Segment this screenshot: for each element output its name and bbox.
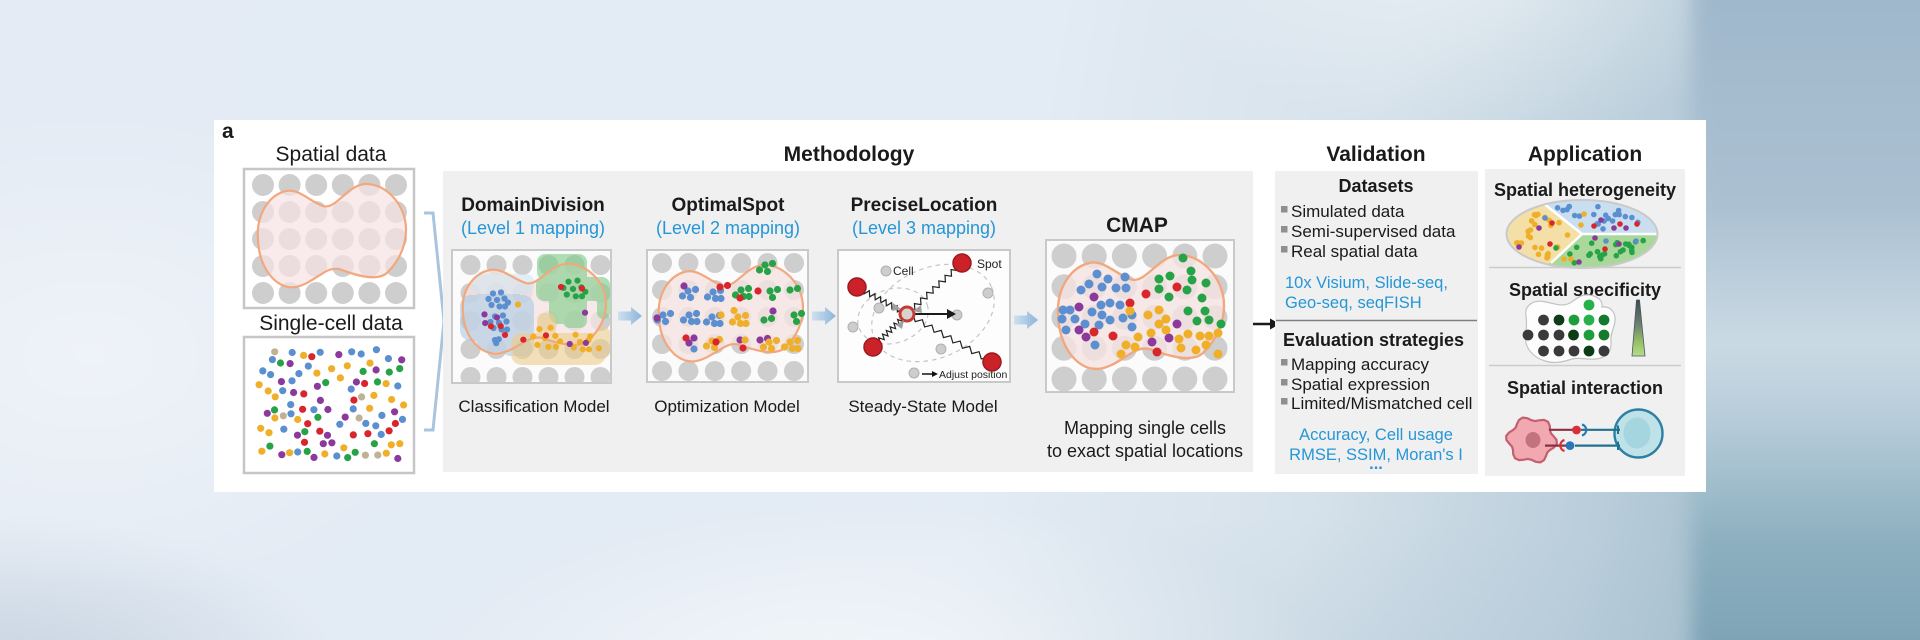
svg-text:Single-cell data: Single-cell data (259, 312, 403, 335)
svg-text:OptimalSpot: OptimalSpot (672, 195, 786, 216)
svg-text:Methodology: Methodology (784, 143, 915, 166)
svg-text:Spatial heterogeneity: Spatial heterogeneity (1494, 180, 1676, 200)
svg-text:CMAP: CMAP (1106, 214, 1168, 237)
svg-text:Adjust position: Adjust position (939, 369, 1007, 381)
svg-text:Limited/Mismatched cell: Limited/Mismatched cell (1291, 394, 1472, 413)
svg-text:Accuracy, Cell usage: Accuracy, Cell usage (1299, 426, 1453, 444)
svg-text:(Level 3 mapping): (Level 3 mapping) (852, 218, 996, 238)
svg-text:a: a (222, 120, 234, 143)
svg-text:Real spatial data: Real spatial data (1291, 242, 1418, 261)
svg-text:...: ... (1369, 455, 1383, 473)
svg-text:10x Visium, Slide-seq,: 10x Visium, Slide-seq, (1285, 274, 1448, 292)
svg-text:DomainDivision: DomainDivision (461, 195, 605, 216)
svg-text:Simulated data: Simulated data (1291, 202, 1405, 221)
svg-text:Cell: Cell (893, 264, 914, 278)
svg-text:Spatial expression: Spatial expression (1291, 375, 1430, 394)
svg-text:(Level 1 mapping): (Level 1 mapping) (461, 218, 605, 238)
svg-text:Classification Model: Classification Model (458, 397, 609, 416)
svg-text:Mapping accuracy: Mapping accuracy (1291, 355, 1429, 374)
svg-text:Validation: Validation (1326, 143, 1425, 166)
svg-text:Optimization Model: Optimization Model (654, 397, 800, 416)
svg-text:RMSE, SSIM, Moran's I: RMSE, SSIM, Moran's I (1289, 446, 1463, 464)
svg-text:PreciseLocation: PreciseLocation (851, 195, 998, 216)
svg-text:Geo-seq, seqFISH: Geo-seq, seqFISH (1285, 294, 1422, 312)
svg-text:Spatial data: Spatial data (276, 143, 387, 166)
svg-text:Semi-supervised data: Semi-supervised data (1291, 222, 1456, 241)
svg-text:Datasets: Datasets (1338, 176, 1413, 196)
svg-text:(Level 2 mapping): (Level 2 mapping) (656, 218, 800, 238)
svg-text:Application: Application (1528, 143, 1642, 166)
svg-text:Mapping single cells: Mapping single cells (1064, 418, 1226, 438)
svg-text:Steady-State Model: Steady-State Model (848, 397, 997, 416)
svg-text:Evaluation strategies: Evaluation strategies (1283, 330, 1464, 350)
svg-text:to exact spatial locations: to exact spatial locations (1047, 441, 1243, 461)
svg-text:Spatial interaction: Spatial interaction (1507, 378, 1663, 398)
svg-text:Spatial specificity: Spatial specificity (1509, 280, 1661, 300)
svg-text:Spot: Spot (977, 257, 1002, 271)
